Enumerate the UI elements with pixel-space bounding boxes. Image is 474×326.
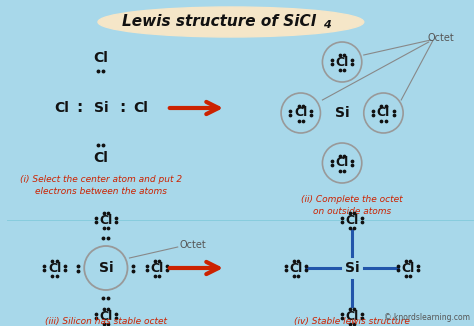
Text: (i) Select the center atom and put 2
electrons between the atoms: (i) Select the center atom and put 2 ele… [20, 175, 182, 196]
Text: Cl: Cl [93, 151, 109, 165]
Text: Cl: Cl [336, 156, 349, 170]
Text: Si: Si [335, 106, 349, 120]
Text: Cl: Cl [346, 214, 358, 227]
Text: Cl: Cl [99, 214, 112, 227]
Text: © knordslearning.com: © knordslearning.com [384, 313, 470, 322]
Text: 4: 4 [323, 20, 331, 30]
Ellipse shape [98, 7, 364, 37]
Text: Octet: Octet [427, 33, 454, 43]
Text: Cl: Cl [99, 309, 112, 322]
Text: Cl: Cl [289, 261, 302, 274]
Text: Cl: Cl [346, 309, 358, 322]
Text: Si: Si [94, 101, 108, 115]
Text: Si: Si [99, 261, 113, 275]
Text: Cl: Cl [54, 101, 69, 115]
Text: Cl: Cl [401, 261, 415, 274]
Text: :: : [76, 100, 82, 115]
Text: (iv) Stable lewis structure: (iv) Stable lewis structure [294, 317, 410, 326]
Text: (ii) Complete the octet
on outside atoms: (ii) Complete the octet on outside atoms [301, 195, 403, 216]
Text: Cl: Cl [48, 261, 61, 274]
Text: Si: Si [345, 261, 359, 275]
Text: Cl: Cl [150, 261, 164, 274]
Text: Octet: Octet [180, 240, 207, 250]
Text: Cl: Cl [336, 55, 349, 68]
Text: Cl: Cl [93, 51, 109, 65]
Text: Cl: Cl [294, 107, 307, 120]
Text: :: : [119, 100, 126, 115]
Text: Cl: Cl [377, 107, 390, 120]
Text: Lewis structure of SiCl: Lewis structure of SiCl [122, 14, 316, 29]
Text: Cl: Cl [133, 101, 148, 115]
Text: (iii) Silicon has stable octet: (iii) Silicon has stable octet [45, 317, 167, 326]
